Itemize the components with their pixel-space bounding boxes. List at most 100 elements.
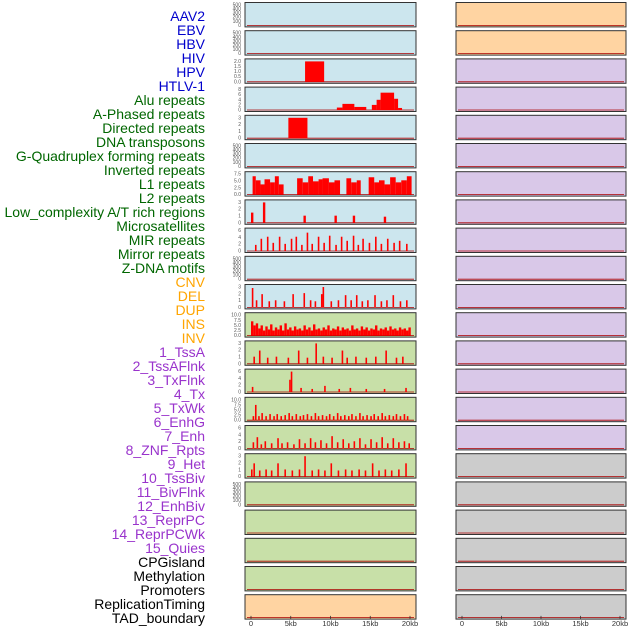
- data-bar: [332, 328, 335, 336]
- left-panel: [244, 537, 417, 564]
- y-tick-label: 2: [238, 207, 241, 213]
- track-label: HBV: [176, 35, 205, 52]
- data-bar: [279, 325, 283, 336]
- data-bar: [348, 330, 352, 336]
- y-tick-label: 0.5: [234, 74, 241, 80]
- data-bar: [359, 438, 361, 449]
- data-bar: [317, 236, 320, 251]
- y-tick-label: 6: [238, 228, 241, 234]
- data-bar: [265, 469, 267, 477]
- data-bar: [311, 388, 314, 392]
- data-bar: [346, 240, 348, 251]
- data-bar: [322, 327, 325, 336]
- data-bar: [370, 328, 373, 336]
- x-tick-label: 15kb: [362, 619, 378, 628]
- panel-background: [244, 594, 417, 620]
- y-tick-label: 2.5: [234, 328, 241, 334]
- data-bar: [338, 388, 341, 392]
- track-label: Mirror repeats: [117, 245, 205, 262]
- data-bar: [309, 438, 312, 449]
- data-bar: [330, 301, 333, 308]
- left-panel: 10.07.55.02.50.0: [231, 396, 417, 424]
- data-bar: [252, 176, 256, 195]
- x-tick-label: 20kb: [612, 619, 628, 628]
- track-label: L2 repeats: [138, 189, 205, 206]
- data-bar: [253, 356, 255, 364]
- data-bar: [270, 324, 273, 336]
- data-bar: [281, 443, 283, 449]
- data-bar: [362, 416, 364, 421]
- panel-background: [244, 58, 417, 84]
- data-bar: [375, 356, 377, 364]
- y-tick-label: 0: [238, 136, 241, 142]
- data-bar: [270, 470, 273, 477]
- data-bar: [295, 414, 298, 421]
- track-label: G-Quadruplex forming repeats: [15, 147, 205, 164]
- y-tick-label: 5.0: [234, 408, 241, 414]
- data-bar: [408, 443, 410, 449]
- track-label: 9_Het: [167, 455, 205, 472]
- data-bar: [330, 463, 333, 477]
- data-bar: [359, 413, 361, 421]
- data-bar: [403, 414, 406, 421]
- track-label: INS: [181, 315, 205, 332]
- right-panel: [455, 481, 627, 507]
- data-bar: [366, 415, 368, 421]
- data-bar: [265, 326, 268, 336]
- panel-background: [455, 312, 627, 338]
- data-bar: [251, 212, 254, 223]
- y-tick-label: 500: [233, 256, 242, 262]
- track-label: 8_ZNF_Rpts: [125, 441, 205, 458]
- data-bar: [405, 387, 407, 392]
- left-panel: [244, 566, 417, 592]
- panel-background: [455, 30, 627, 56]
- data-bar: [284, 243, 286, 251]
- track-label: 6_EnhG: [153, 413, 205, 430]
- data-bar: [256, 437, 259, 449]
- data-bar: [347, 443, 350, 449]
- data-bar: [344, 295, 347, 308]
- x-tick-label: 5kb: [285, 619, 297, 628]
- data-bar: [371, 104, 377, 110]
- data-bar: [398, 107, 403, 110]
- data-bar: [406, 176, 412, 195]
- y-tick-label: 2: [238, 439, 241, 445]
- data-bar: [398, 442, 400, 449]
- data-bar: [284, 323, 287, 336]
- y-tick-label: 200: [233, 43, 242, 49]
- track-label: 5_TxWk: [153, 399, 205, 416]
- right-panel: [455, 30, 627, 56]
- data-bar: [264, 441, 267, 449]
- data-bar: [362, 238, 364, 251]
- panel-background: [244, 481, 417, 507]
- right-panel: [455, 453, 627, 479]
- left-panel: [244, 594, 417, 620]
- y-tick-label: 1: [238, 298, 241, 304]
- data-bar: [321, 415, 324, 421]
- x-tick-label: 5kb: [495, 619, 507, 628]
- data-bar: [258, 328, 261, 336]
- data-bar: [254, 404, 257, 421]
- data-bar: [350, 300, 352, 308]
- data-bar: [384, 327, 387, 336]
- data-bar: [354, 106, 367, 110]
- y-tick-label: 300: [233, 490, 242, 496]
- right-panel: [455, 2, 627, 28]
- data-bar: [392, 416, 395, 421]
- data-bar: [262, 330, 266, 336]
- data-bar: [260, 325, 263, 336]
- y-tick-label: 100: [233, 160, 242, 166]
- data-bar: [386, 443, 389, 449]
- data-bar: [266, 357, 269, 364]
- data-bar: [299, 416, 302, 421]
- y-tick-label: 300: [233, 39, 242, 45]
- y-tick-label: 100: [233, 498, 242, 504]
- data-bar: [380, 243, 383, 251]
- data-bar: [401, 329, 404, 336]
- panel-background: [244, 199, 417, 225]
- data-bar: [254, 244, 257, 251]
- data-bar: [381, 437, 383, 449]
- data-bar: [358, 330, 361, 336]
- y-tick-label: 0.0: [234, 418, 241, 424]
